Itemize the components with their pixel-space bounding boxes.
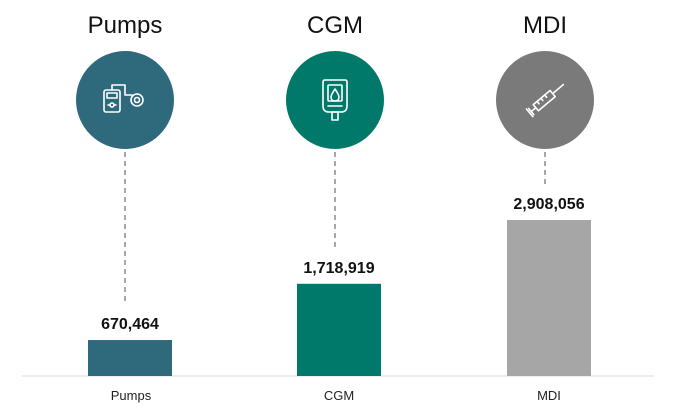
bar-mdi bbox=[507, 220, 591, 376]
group-title-pumps: Pumps bbox=[88, 12, 163, 39]
cgm-device-icon bbox=[286, 51, 384, 149]
insulin-pump-icon bbox=[76, 51, 174, 149]
syringe-icon bbox=[496, 51, 594, 149]
icon-circle-mdi bbox=[496, 51, 594, 149]
icon-circle-cgm bbox=[286, 51, 384, 149]
group-title-cgm: CGM bbox=[307, 12, 363, 39]
bar-pumps bbox=[88, 340, 172, 376]
x-tick-label-mdi: MDI bbox=[537, 388, 561, 403]
icon-circle-pumps bbox=[76, 51, 174, 149]
value-label-pumps: 670,464 bbox=[101, 316, 159, 333]
value-label-mdi: 2,908,056 bbox=[513, 196, 584, 213]
x-tick-label-pumps: Pumps bbox=[111, 388, 152, 403]
x-tick-label-cgm: CGM bbox=[324, 388, 354, 403]
group-title-mdi: MDI bbox=[523, 12, 567, 39]
value-label-cgm: 1,718,919 bbox=[303, 260, 374, 277]
bar-cgm bbox=[297, 283, 381, 376]
